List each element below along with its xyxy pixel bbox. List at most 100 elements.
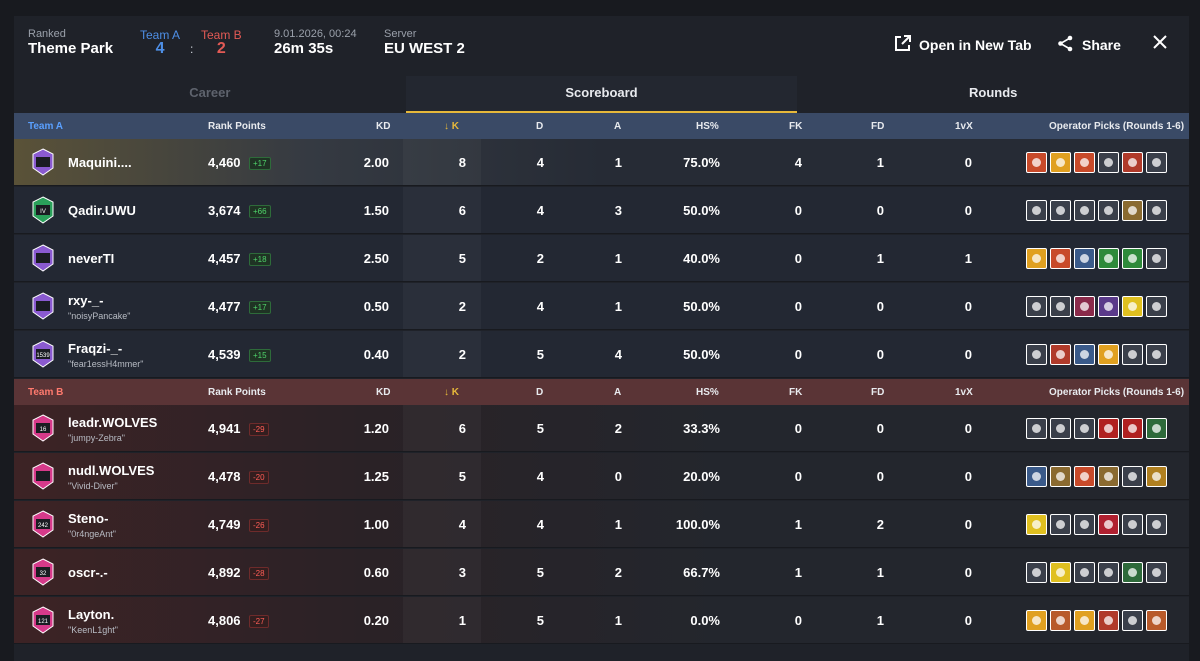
player-name[interactable]: Maquini....	[68, 155, 132, 170]
close-button[interactable]	[1153, 35, 1167, 52]
operator-icon[interactable]	[1074, 344, 1095, 365]
player-name[interactable]: leadr.WOLVES	[68, 415, 158, 430]
operator-icon[interactable]	[1098, 248, 1119, 269]
col-rank-points[interactable]: Rank Points	[208, 387, 266, 398]
operator-icon[interactable]	[1098, 296, 1119, 317]
operator-icon[interactable]	[1122, 562, 1143, 583]
player-name[interactable]: Fraqzi-_-	[68, 341, 123, 356]
operator-icon[interactable]	[1146, 344, 1167, 365]
operator-icon[interactable]	[1122, 610, 1143, 631]
player-row[interactable]: rxy-_- "noisyPancake" 4,477 +17 0.50 2 4 1 50.0%…	[14, 283, 1189, 330]
col-hs[interactable]: HS%	[696, 387, 719, 398]
operator-icon[interactable]	[1122, 514, 1143, 535]
player-row[interactable]: 16 leadr.WOLVES "jumpy-Zebra" 4,941 -29 1.20 6…	[14, 405, 1189, 452]
operator-icon[interactable]	[1122, 200, 1143, 221]
col-fd[interactable]: FD	[871, 121, 885, 132]
operator-icon[interactable]	[1026, 418, 1047, 439]
operator-icon[interactable]	[1098, 610, 1119, 631]
operator-icon[interactable]	[1146, 296, 1167, 317]
operator-icon[interactable]	[1098, 344, 1119, 365]
operator-icon[interactable]	[1074, 610, 1095, 631]
col-k[interactable]: ↓ K	[444, 387, 460, 398]
operator-icon[interactable]	[1074, 200, 1095, 221]
operator-icon[interactable]	[1146, 610, 1167, 631]
col-a[interactable]: A	[614, 387, 622, 398]
operator-icon[interactable]	[1026, 514, 1047, 535]
operator-icon[interactable]	[1050, 466, 1071, 487]
operator-icon[interactable]	[1098, 562, 1119, 583]
operator-icon[interactable]	[1074, 152, 1095, 173]
operator-icon[interactable]	[1098, 514, 1119, 535]
operator-icon[interactable]	[1050, 344, 1071, 365]
col-fd[interactable]: FD	[871, 387, 885, 398]
operator-icon[interactable]	[1074, 418, 1095, 439]
operator-icon[interactable]	[1146, 466, 1167, 487]
operator-icon[interactable]	[1122, 152, 1143, 173]
operator-icon[interactable]	[1050, 514, 1071, 535]
operator-icon[interactable]	[1050, 418, 1071, 439]
player-name[interactable]: Qadir.UWU	[68, 203, 136, 218]
col-kd[interactable]: KD	[376, 387, 391, 398]
operator-icon[interactable]	[1098, 418, 1119, 439]
player-row[interactable]: 242 Steno- "0r4ngeAnt" 4,749 -26 1.00 4 4 1 100.0…	[14, 501, 1189, 548]
operator-icon[interactable]	[1026, 466, 1047, 487]
player-row[interactable]: neverTI 4,457 +18 2.50 5 2 1 40.0% 0 1 1	[14, 235, 1189, 282]
player-row[interactable]: 1539 Fraqzi-_- "fear1essH4mmer" 4,539 +15 0.4…	[14, 331, 1189, 378]
player-row[interactable]: nudl.WOLVES "Vivid-Diver" 4,478 -20 1.25 5 4 0 2…	[14, 453, 1189, 500]
operator-icon[interactable]	[1098, 152, 1119, 173]
operator-icon[interactable]	[1074, 248, 1095, 269]
operator-icon[interactable]	[1026, 562, 1047, 583]
tab-career[interactable]: Career	[189, 85, 231, 100]
operator-icon[interactable]	[1050, 200, 1071, 221]
col-d[interactable]: D	[536, 387, 544, 398]
operator-icon[interactable]	[1146, 514, 1167, 535]
operator-icon[interactable]	[1098, 466, 1119, 487]
operator-icon[interactable]	[1074, 296, 1095, 317]
player-name[interactable]: rxy-_-	[68, 293, 104, 308]
col-fk[interactable]: FK	[789, 387, 803, 398]
operator-icon[interactable]	[1026, 610, 1047, 631]
col-kd[interactable]: KD	[376, 121, 391, 132]
tab-scoreboard[interactable]: Scoreboard	[405, 76, 798, 113]
col-1vx[interactable]: 1vX	[955, 121, 973, 132]
col-k[interactable]: ↓ K	[444, 121, 460, 132]
player-name[interactable]: nudl.WOLVES	[68, 463, 155, 478]
operator-icon[interactable]	[1122, 248, 1143, 269]
operator-icon[interactable]	[1026, 344, 1047, 365]
operator-icon[interactable]	[1050, 296, 1071, 317]
tab-rounds[interactable]: Rounds	[968, 85, 1018, 100]
operator-icon[interactable]	[1098, 200, 1119, 221]
operator-icon[interactable]	[1146, 418, 1167, 439]
operator-icon[interactable]	[1122, 418, 1143, 439]
operator-icon[interactable]	[1074, 514, 1095, 535]
col-1vx[interactable]: 1vX	[955, 387, 973, 398]
player-row[interactable]: 121 Layton. "KeenL1ght" 4,806 -27 0.20 1 5 1 0.0%…	[14, 597, 1189, 644]
player-name[interactable]: Layton.	[68, 607, 115, 622]
operator-icon[interactable]	[1026, 296, 1047, 317]
player-row[interactable]: 32 oscr-.- 4,892 -28 0.60 3 5 2 66.7% 1 1 0	[14, 549, 1189, 596]
col-d[interactable]: D	[536, 121, 544, 132]
operator-icon[interactable]	[1050, 610, 1071, 631]
player-row[interactable]: IV Qadir.UWU 3,674 +66 1.50 6 4 3 50.0% 0 0 0	[14, 187, 1189, 234]
operator-icon[interactable]	[1122, 296, 1143, 317]
operator-icon[interactable]	[1026, 248, 1047, 269]
operator-icon[interactable]	[1050, 248, 1071, 269]
share-button[interactable]: Share	[1057, 35, 1121, 55]
operator-icon[interactable]	[1026, 152, 1047, 173]
operator-icon[interactable]	[1026, 200, 1047, 221]
col-rank-points[interactable]: Rank Points	[208, 121, 266, 132]
operator-icon[interactable]	[1074, 466, 1095, 487]
player-name[interactable]: Steno-	[68, 511, 109, 526]
operator-icon[interactable]	[1146, 248, 1167, 269]
operator-icon[interactable]	[1146, 562, 1167, 583]
operator-icon[interactable]	[1146, 200, 1167, 221]
col-fk[interactable]: FK	[789, 121, 803, 132]
open-new-tab-button[interactable]: Open in New Tab	[894, 35, 1032, 55]
col-hs[interactable]: HS%	[696, 121, 719, 132]
operator-icon[interactable]	[1146, 152, 1167, 173]
operator-icon[interactable]	[1050, 152, 1071, 173]
player-name[interactable]: neverTI	[68, 251, 115, 266]
operator-icon[interactable]	[1050, 562, 1071, 583]
col-a[interactable]: A	[614, 121, 622, 132]
operator-icon[interactable]	[1122, 344, 1143, 365]
